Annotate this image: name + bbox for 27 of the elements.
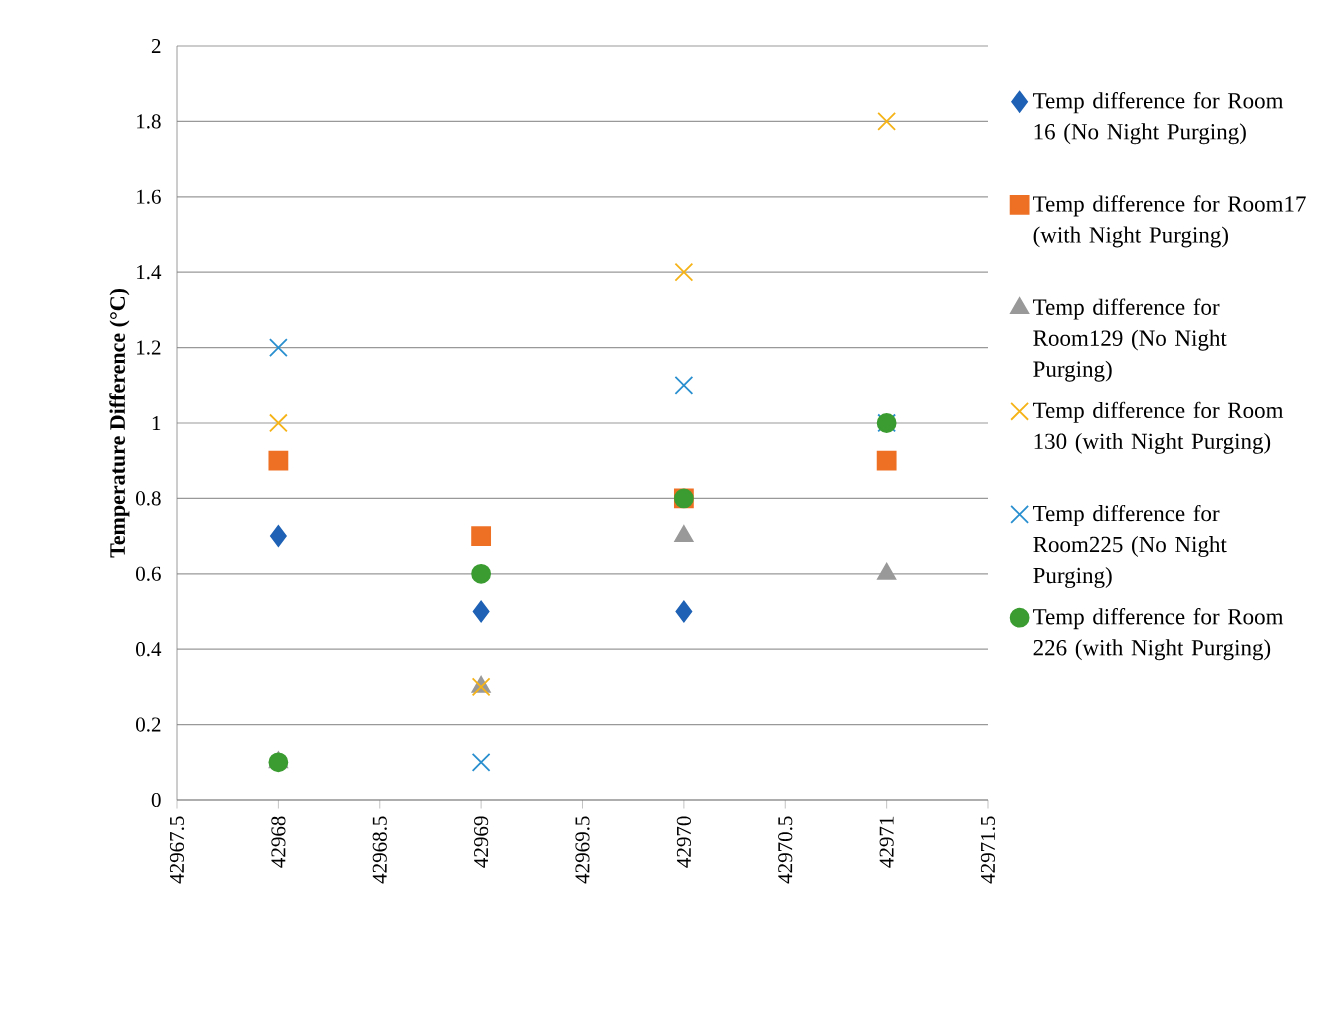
y-tick-label: 1.4 — [137, 265, 162, 280]
y-tick-label: 0.8 — [136, 491, 161, 506]
x-tick-label: 42968 — [271, 816, 286, 868]
y-tick-label: 1.8 — [137, 114, 161, 129]
y-tick-label: 0.2 — [136, 717, 161, 732]
legend-label: Temp difference for Room17 (with Night Purging) — [1033, 195, 1306, 248]
x-tick-label: 42971.5 — [980, 816, 996, 884]
legend-label: Temp difference for Room 130 (with Night Purging) — [1033, 401, 1284, 454]
y-tick-label: 1.6 — [137, 189, 161, 204]
legend-label: Temp difference for Room 16 (No Night Purging) — [1033, 92, 1284, 145]
x-tick-label: 42971 — [879, 816, 894, 868]
y-tick-label: 1.2 — [137, 340, 161, 355]
y-tick-label: 1 — [152, 416, 161, 430]
x-tick-label: 42970 — [676, 816, 691, 868]
legend-label: Temp difference for Room225 (No Night Purging) — [1033, 504, 1227, 589]
x-tick-label: 42968.5 — [372, 816, 387, 884]
y-tick-label: 0 — [151, 792, 161, 808]
y-tick-label: 2 — [151, 39, 161, 53]
x-tick-label: 42967.5 — [169, 816, 185, 884]
legend-label: Temp difference for Room 226 (with Night Purging) — [1033, 608, 1284, 661]
y-tick-label: 0.4 — [136, 642, 162, 657]
y-axis-title: Temperature Difference (°C) — [109, 289, 130, 558]
legend-label: Temp difference for Room129 (No Night Purging) — [1033, 298, 1227, 382]
x-tick-label: 42969.5 — [575, 816, 590, 884]
x-tick-label: 42969 — [474, 816, 489, 868]
y-tick-label: 0.6 — [136, 566, 161, 581]
x-tick-label: 42970.5 — [778, 816, 793, 884]
